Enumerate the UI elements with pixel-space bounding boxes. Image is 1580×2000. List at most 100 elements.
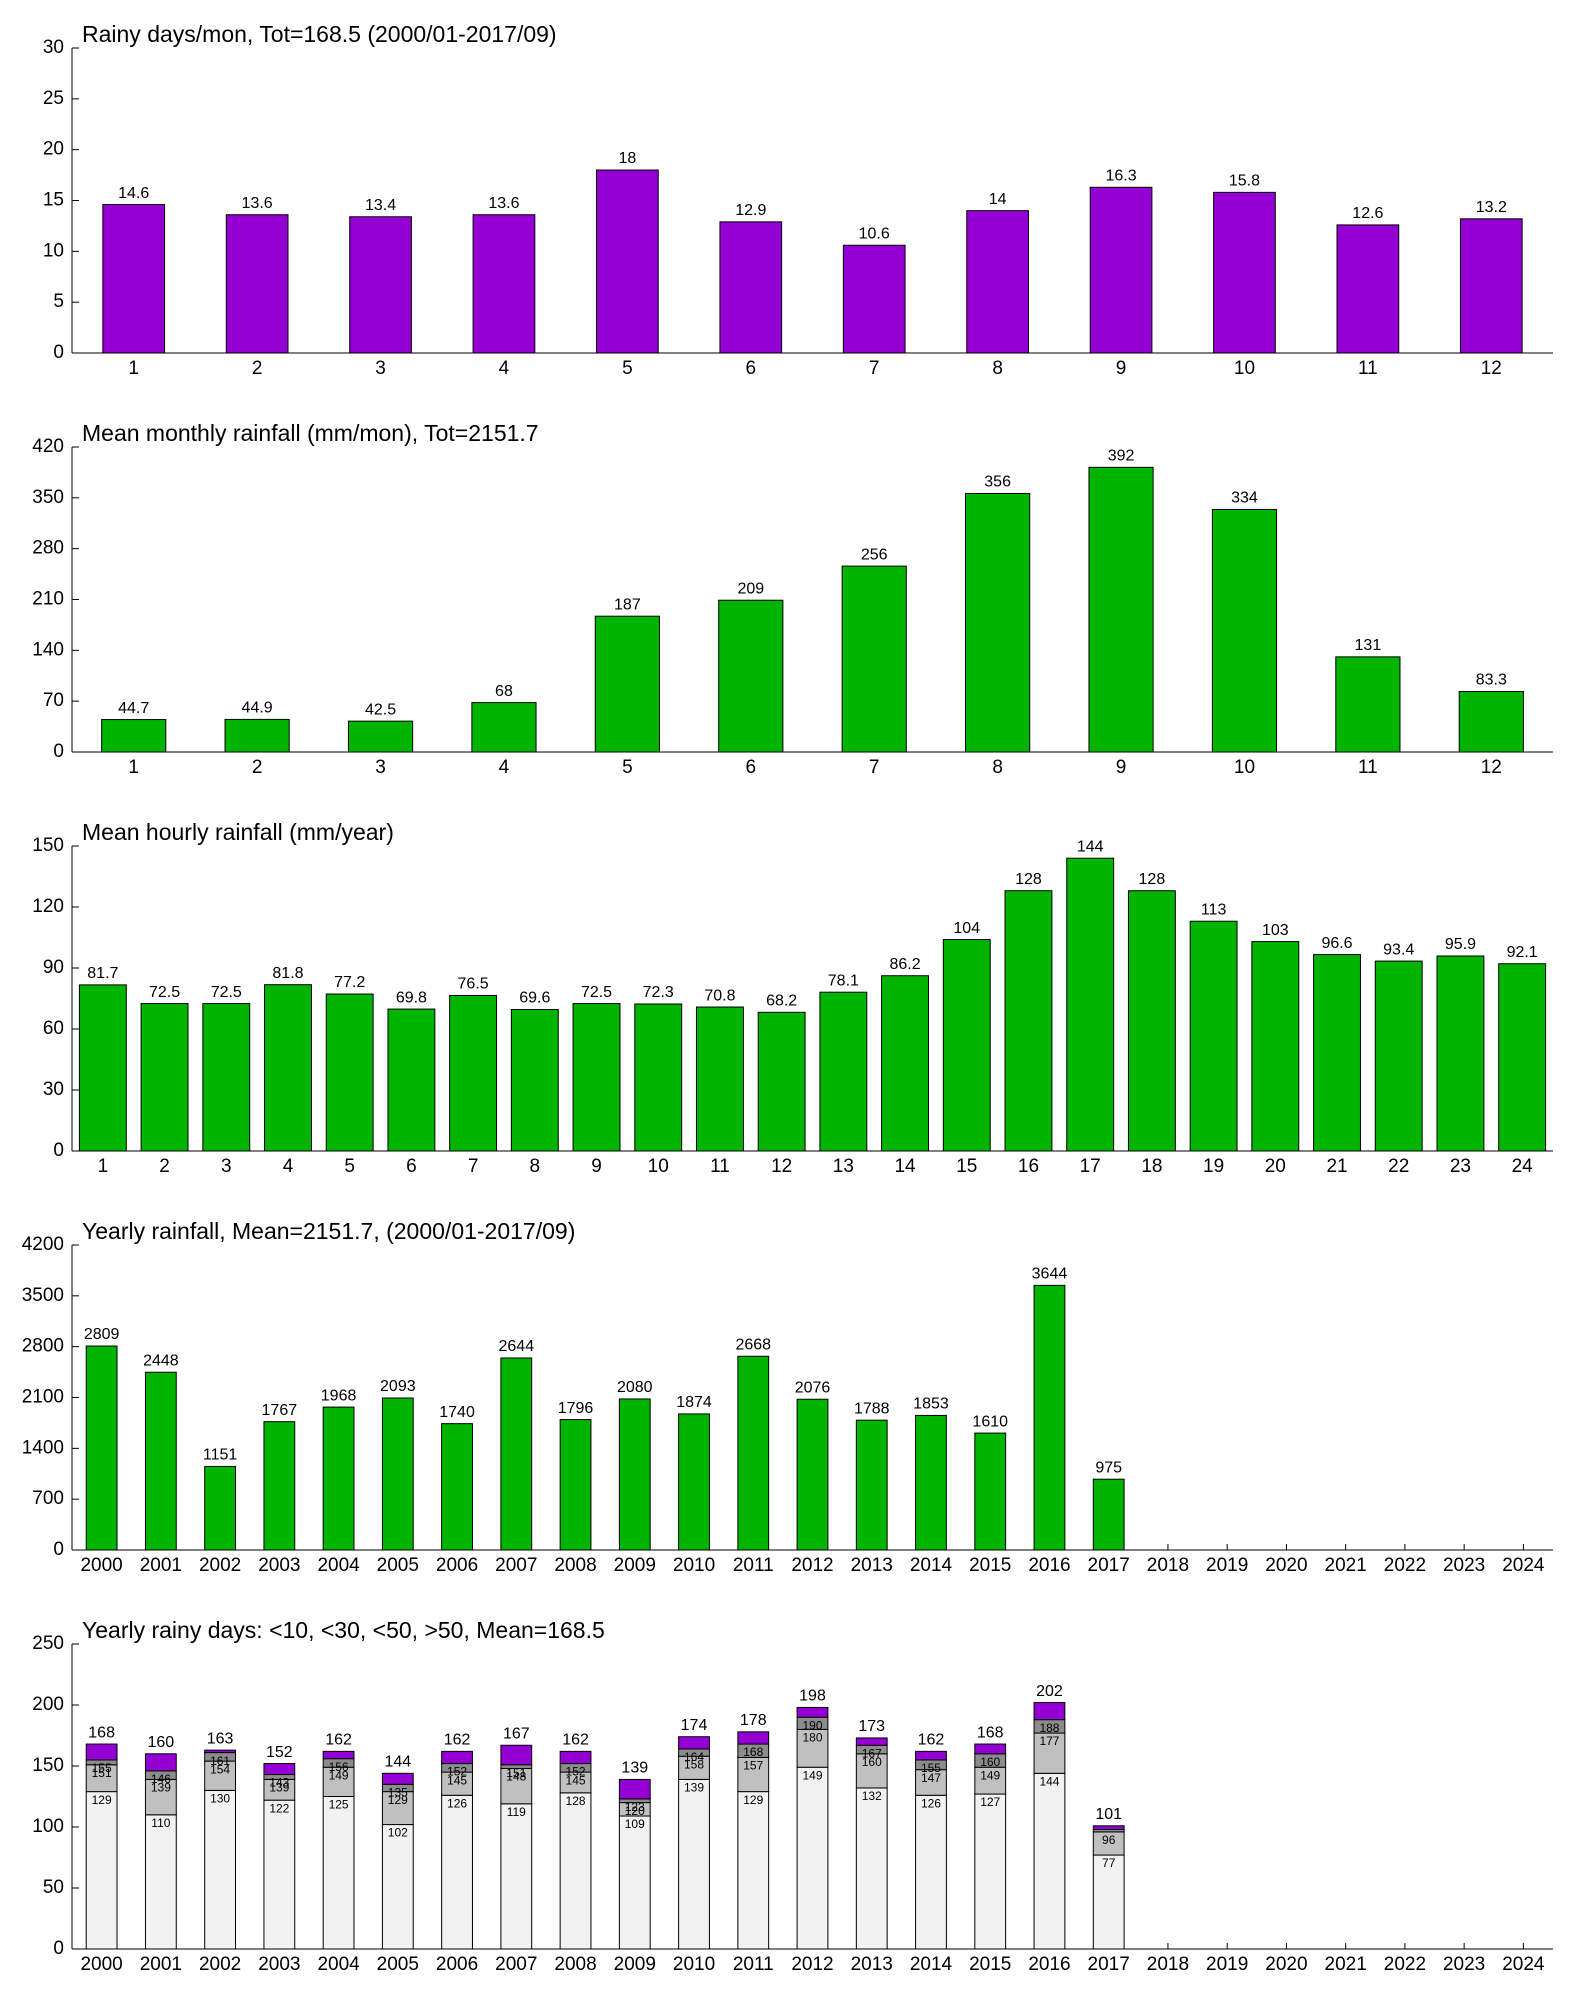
segment-label: 152 [447,1765,467,1779]
bar-segment [915,1750,947,1761]
x-tick-label: 7 [869,358,880,379]
x-tick-label: 4 [283,1156,294,1177]
value-label: 975 [1095,1459,1122,1476]
segment-label: 144 [1039,1774,1059,1788]
segment-label: 190 [802,1718,822,1732]
value-label: 76.5 [458,976,489,993]
x-tick-label: 2020 [1265,1954,1307,1975]
x-tick-label: 2011 [733,1954,774,1975]
bar [1336,224,1400,354]
value-label: 10.6 [859,225,890,242]
bar [572,1003,621,1152]
bar [1033,1284,1066,1551]
bar-segment [144,1814,177,1950]
x-tick-label: 2021 [1325,1555,1367,1576]
x-tick-label: 2019 [1206,1954,1248,1975]
bar [1213,191,1276,354]
y-tick-label: 10 [43,240,64,261]
x-tick-label: 12 [1481,757,1502,778]
x-tick-label: 2015 [969,1555,1011,1576]
segment-label: 96 [1102,1833,1116,1847]
bar [695,1006,744,1152]
bar [1459,218,1523,354]
segment-label: 154 [210,1762,230,1776]
bar [204,1465,237,1551]
value-label: 334 [1231,490,1258,507]
value-label: 69.8 [396,989,427,1006]
chart-title: Rainy days/mon, Tot=168.5 (2000/01-2017/… [82,21,557,47]
segment-label: 168 [977,1724,1004,1741]
value-label: 2080 [617,1379,653,1396]
value-label: 95.9 [1445,936,1476,953]
segment-label: 173 [858,1718,885,1735]
x-tick-label: 2 [159,1156,170,1177]
bar [202,1003,251,1152]
bar-segment [441,1794,473,1950]
y-tick-label: 280 [32,538,64,559]
value-label: 128 [1015,871,1042,888]
segment-label: 164 [684,1750,704,1764]
segment-label: 149 [980,1768,1000,1782]
value-label: 1788 [854,1400,890,1417]
x-tick-label: 2005 [377,1555,419,1576]
x-tick-label: 2010 [673,1555,715,1576]
bar-segment [678,1778,710,1950]
value-label: 256 [861,546,888,563]
value-label: 103 [1262,922,1289,939]
value-label: 44.9 [242,700,273,717]
segment-label: 167 [862,1746,882,1760]
value-label: 13.2 [1476,199,1507,216]
bar [718,599,784,753]
segment-label: 162 [325,1732,352,1749]
segment-label: 145 [566,1773,586,1787]
bar-segment [85,1764,118,1793]
segment-label: 149 [802,1768,822,1782]
x-tick-label: 1 [128,358,139,379]
segment-label: 152 [266,1744,293,1761]
segment-label: 177 [1039,1734,1059,1748]
bar-segment [441,1750,473,1765]
y-tick-label: 350 [32,487,64,508]
x-tick-label: 2006 [436,1954,478,1975]
segment-label: 127 [980,1795,1000,1809]
bar [915,1414,947,1551]
y-tick-label: 3500 [22,1285,64,1306]
value-label: 104 [953,920,980,937]
x-tick-label: 16 [1018,1156,1039,1177]
x-tick-label: 3 [375,757,386,778]
segment-label: 123 [625,1800,645,1814]
x-tick-label: 19 [1203,1156,1224,1177]
value-label: 72.5 [581,984,612,1001]
segment-label: 146 [151,1772,171,1786]
y-tick-label: 200 [32,1694,64,1715]
bar-segment [263,1799,296,1950]
bar-segment [381,1772,414,1785]
segment-label: 188 [1039,1721,1059,1735]
segment-label: 155 [92,1761,112,1775]
value-label: 77.2 [334,974,365,991]
x-tick-label: 2007 [495,1555,537,1576]
chart-title: Yearly rainfall, Mean=2151.7, (2000/01-2… [82,1218,575,1244]
y-tick-label: 210 [32,589,64,610]
bar-segment [559,1792,592,1950]
value-label: 1968 [321,1387,357,1404]
x-tick-label: 5 [344,1156,355,1177]
bar-segment [322,1796,355,1950]
segment-label: 126 [921,1796,941,1810]
segment-label: 160 [148,1734,175,1751]
segment-label: 168 [743,1745,763,1759]
bar [349,216,412,354]
y-tick-label: 700 [32,1488,64,1509]
bar [1066,857,1115,1152]
segment-label: 135 [388,1785,408,1799]
segment-label: 128 [566,1794,586,1808]
bar [1088,466,1154,753]
bar [965,492,1031,753]
x-tick-label: 2007 [495,1954,537,1975]
x-tick-label: 2013 [851,1555,893,1576]
x-tick-label: 14 [894,1156,916,1177]
value-label: 81.8 [272,965,303,982]
bar [842,244,906,354]
x-tick-label: 2021 [1325,1954,1367,1975]
value-label: 72.5 [211,984,242,1001]
